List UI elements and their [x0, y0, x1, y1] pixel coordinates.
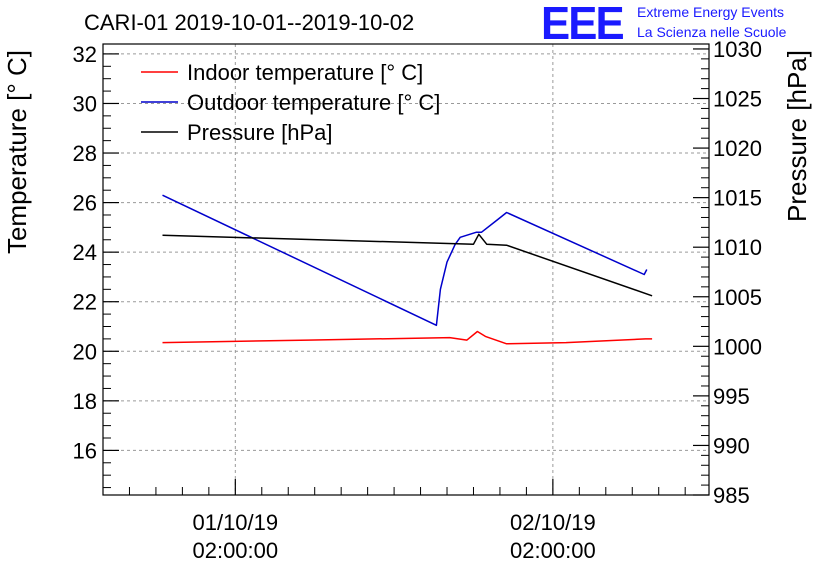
left-tick-label: 24	[73, 240, 97, 265]
right-tick-label: 995	[713, 384, 750, 409]
x-tick-label-time: 02:00:00	[192, 538, 278, 563]
left-tick-label: 20	[73, 339, 97, 364]
chart-title: CARI-01 2019-10-01--2019-10-02	[84, 10, 415, 35]
series-line-outdoor	[162, 194, 648, 327]
right-tick-label: 1005	[713, 285, 762, 310]
x-tick-label-date: 02/10/19	[510, 510, 596, 535]
left-axis-title: Temperature [° C]	[2, 50, 32, 254]
logo-line-2: La Scienza nelle Scuole	[637, 24, 787, 40]
right-tick-label: 1020	[713, 136, 762, 161]
legend: Indoor temperature [° C] Outdoor temperat…	[141, 60, 440, 145]
series-line-indoor	[162, 330, 653, 345]
legend-label-outdoor: Outdoor temperature [° C]	[187, 90, 440, 115]
right-tick-label: 1015	[713, 186, 762, 211]
right-tick-label: 985	[713, 483, 750, 508]
legend-label-indoor: Indoor temperature [° C]	[187, 60, 423, 85]
left-tick-label: 18	[73, 389, 97, 414]
right-tick-label: 1030	[713, 37, 762, 62]
x-tick-label-date: 01/10/19	[192, 510, 278, 535]
eee-logo: EEE	[541, 0, 625, 49]
right-tick-label: 1025	[713, 87, 762, 112]
logo-line-1: Extreme Energy Events	[637, 4, 785, 20]
left-tick-label: 32	[73, 42, 97, 67]
legend-label-pressure: Pressure [hPa]	[187, 120, 333, 145]
left-tick-label: 30	[73, 91, 97, 116]
series-line-pressure	[162, 233, 653, 297]
grid	[103, 44, 709, 495]
left-tick-label: 28	[73, 141, 97, 166]
plot-frame	[102, 43, 710, 496]
x-tick-label-time: 02:00:00	[510, 538, 596, 563]
series-layer	[162, 194, 653, 345]
left-tick-label: 26	[73, 191, 97, 216]
left-tick-label: 22	[73, 290, 97, 315]
left-tick-label: 16	[73, 438, 97, 463]
right-tick-label: 1010	[713, 235, 762, 260]
axes: 16 18 20 22 24 26 28 30 32 985 990 995 1000 1005 1010 1…	[2, 37, 812, 563]
right-tick-label: 1000	[713, 334, 762, 359]
right-tick-label: 990	[713, 433, 750, 458]
right-axis-title: Pressure [hPa]	[782, 50, 812, 222]
